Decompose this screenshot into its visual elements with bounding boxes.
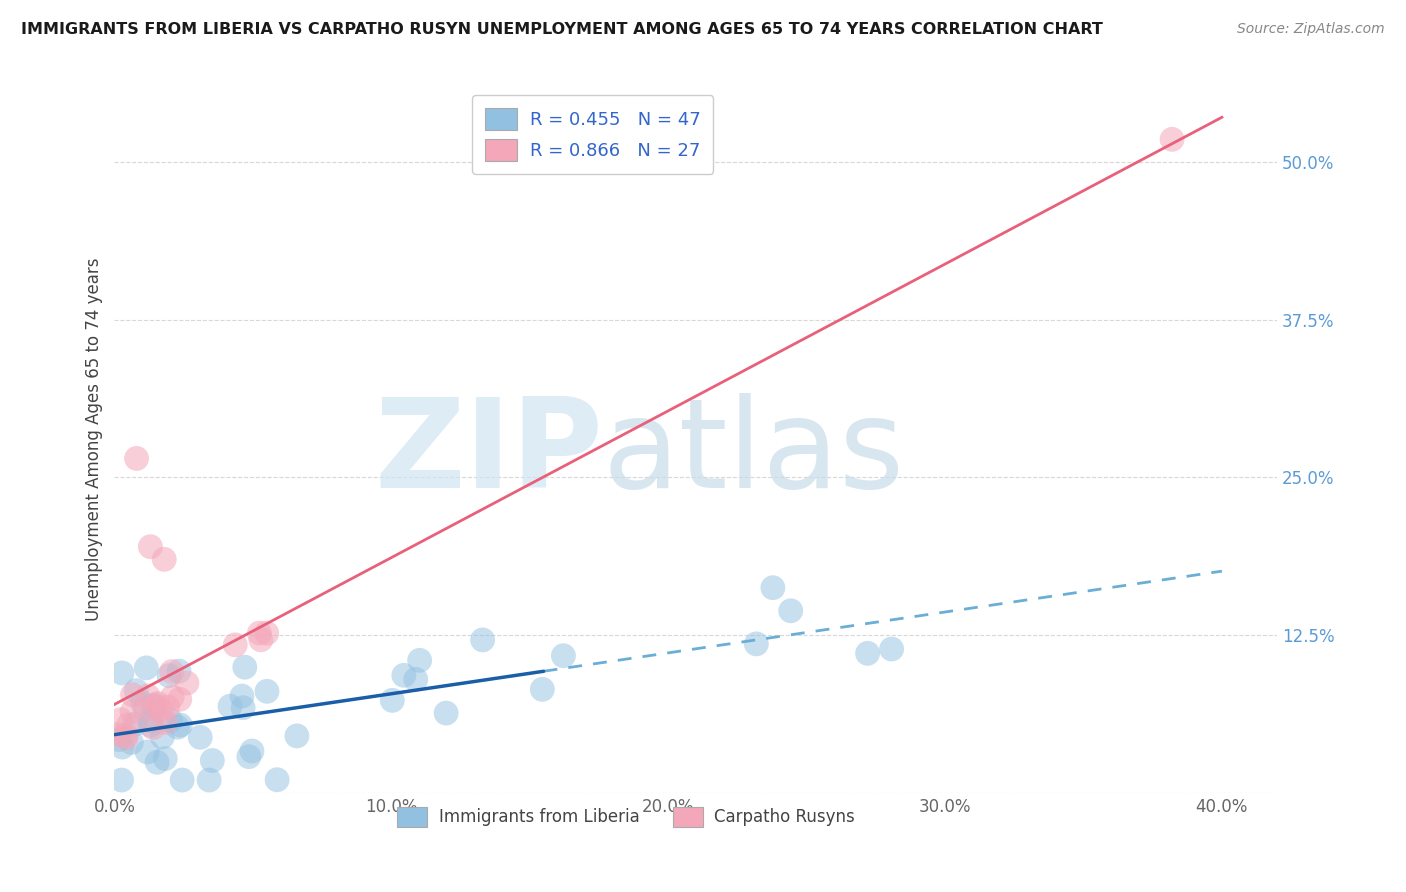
Point [392,668,415,682]
Point [231,689,253,703]
Point [125,451,148,466]
Point [434,706,457,720]
Point [266,772,288,787]
Legend: Immigrants from Liberia, Carpatho Rusyns: Immigrants from Liberia, Carpatho Rusyns [391,800,862,834]
Point [134,702,156,716]
Point [169,692,191,706]
Point [256,684,278,698]
Point [107,727,129,741]
Point [135,661,157,675]
Point [149,703,172,717]
Point [153,552,176,566]
Point [139,718,162,732]
Point [408,653,430,667]
Point [139,540,162,554]
Point [745,637,768,651]
Point [120,735,142,749]
Point [156,700,179,714]
Point [169,718,191,732]
Point [285,729,308,743]
Point [142,721,165,735]
Point [150,730,173,744]
Point [553,648,575,663]
Point [224,638,246,652]
Point [121,705,143,719]
Point [1161,132,1184,146]
Point [160,665,183,679]
Point [779,604,801,618]
Point [188,731,211,745]
Point [117,718,139,732]
Point [111,665,134,680]
Point [249,626,271,640]
Point [160,690,183,704]
Text: Source: ZipAtlas.com: Source: ZipAtlas.com [1237,22,1385,37]
Point [762,581,785,595]
Point [110,772,132,787]
Point [238,749,260,764]
Point [139,714,162,728]
Point [256,626,278,640]
Point [531,682,554,697]
Point [136,745,159,759]
Point [471,632,494,647]
Point [142,698,165,713]
Point [157,668,180,682]
Point [155,715,177,730]
Point [250,632,273,647]
Point [219,699,242,714]
Text: atlas: atlas [603,393,905,514]
Point [125,683,148,698]
Point [131,696,153,710]
Y-axis label: Unemployment Among Ages 65 to 74 years: Unemployment Among Ages 65 to 74 years [86,258,103,621]
Point [167,664,190,678]
Point [114,728,136,742]
Point [108,732,131,747]
Point [121,688,143,702]
Point [111,740,134,755]
Point [176,676,198,690]
Point [240,744,263,758]
Point [172,772,194,787]
Point [155,751,177,765]
Point [146,697,169,711]
Point [115,731,138,745]
Text: ZIP: ZIP [374,393,603,514]
Point [880,642,903,657]
Point [381,693,404,707]
Point [110,713,132,727]
Point [159,714,181,728]
Point [232,700,254,714]
Point [405,673,427,687]
Point [145,698,167,713]
Point [233,660,256,674]
Point [124,717,146,731]
Point [201,754,224,768]
Point [146,756,169,770]
Point [198,772,221,787]
Point [166,720,188,734]
Text: IMMIGRANTS FROM LIBERIA VS CARPATHO RUSYN UNEMPLOYMENT AMONG AGES 65 TO 74 YEARS: IMMIGRANTS FROM LIBERIA VS CARPATHO RUSY… [21,22,1102,37]
Point [856,646,879,660]
Point [136,689,159,703]
